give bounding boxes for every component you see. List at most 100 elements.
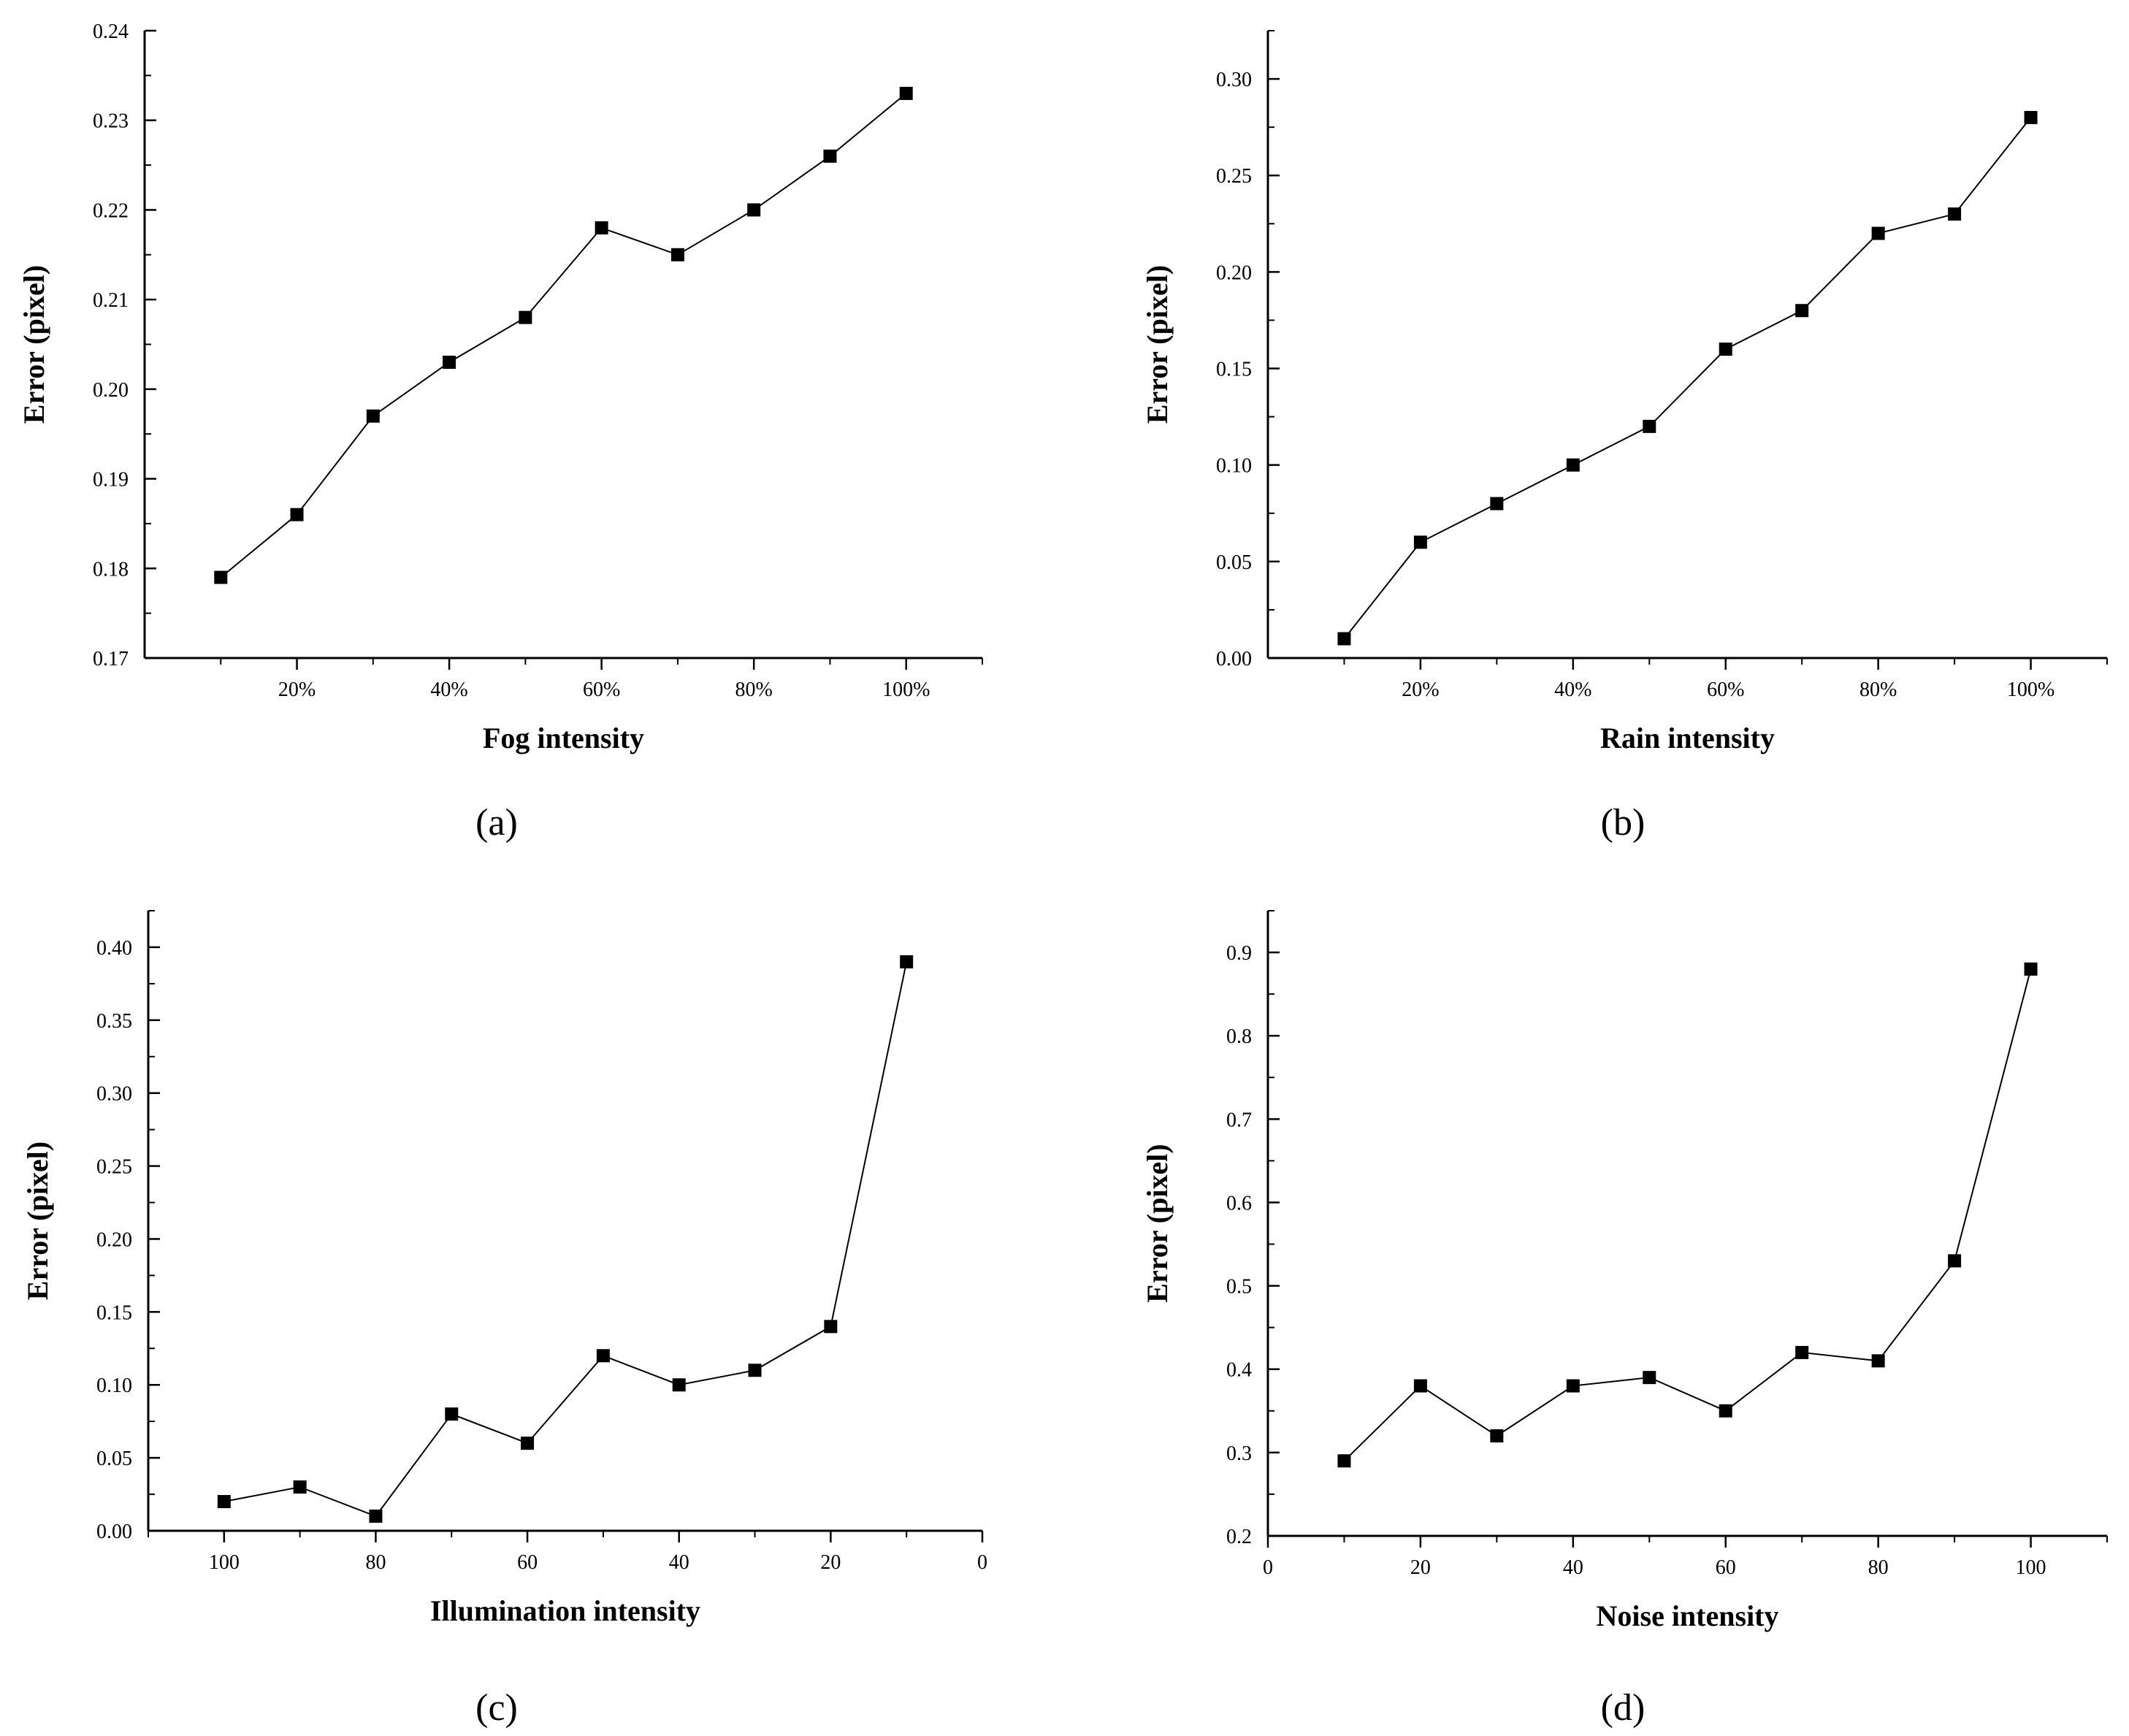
y-tick-label: 0.05: [96, 1448, 132, 1470]
data-point: [1490, 1429, 1504, 1443]
data-point: [1643, 1371, 1656, 1385]
y-tick-label: 0.23: [93, 110, 129, 133]
x-tick-label: 40%: [430, 678, 467, 701]
y-tick-label: 0.4: [1226, 1359, 1252, 1382]
data-point: [1871, 226, 1885, 240]
x-tick-label: 60: [517, 1551, 538, 1574]
data-point: [670, 248, 684, 261]
y-axis-title: Error (pixel): [21, 1142, 54, 1300]
data-point: [445, 1407, 459, 1421]
chart-panel-4: 0.2 0.3 0.4 0.5 0.6 0.7 0.8 0.9 0 20 40 60 80 100 Nois…: [1141, 910, 2108, 1729]
data-point: [824, 1320, 838, 1334]
y-tick-label: 0.15: [1216, 359, 1252, 381]
panel-caption: (d): [1601, 1687, 1646, 1729]
data-point: [519, 310, 532, 324]
x-tick-label: 20: [1410, 1556, 1431, 1579]
series-line: [223, 961, 908, 1518]
y-tick-label: 0.5: [1226, 1276, 1252, 1299]
y-tick-label: 0.18: [93, 558, 129, 581]
x-tick-label: 60%: [1707, 678, 1744, 701]
y-axis-title: Error (pixel): [18, 265, 50, 424]
y-tick-label: 0.21: [93, 289, 129, 312]
x-tick-label: 100%: [882, 678, 930, 701]
data-point: [595, 221, 608, 234]
data-point: [899, 86, 913, 100]
x-tick-label: 40: [669, 1551, 689, 1574]
data-point: [1948, 1254, 1962, 1268]
y-tick-label: 0.10: [96, 1374, 132, 1397]
x-tick-label: 80: [1868, 1556, 1889, 1579]
y-axis-title: Error (pixel): [1141, 1144, 1174, 1302]
data-point: [2024, 110, 2038, 124]
x-axis-title: Noise intensity: [1597, 1599, 1779, 1632]
x-tick-label: 60: [1716, 1556, 1736, 1579]
data-point: [1490, 497, 1504, 511]
x-tick-label: 20: [820, 1551, 841, 1574]
y-tick-label: 0.35: [96, 1010, 132, 1033]
data-point: [443, 356, 456, 370]
x-tick-label: 20%: [1402, 678, 1439, 701]
data-point: [1337, 1454, 1351, 1468]
y-tick-label: 0.00: [1216, 648, 1252, 670]
y-tick-label: 0.25: [1216, 165, 1252, 188]
y-tick-label: 0.20: [1216, 261, 1252, 284]
panel-caption: (b): [1601, 802, 1646, 844]
x-tick-label: 60%: [583, 678, 620, 701]
series-line: [1343, 117, 2032, 640]
data-point: [1413, 535, 1427, 549]
data-point: [1871, 1354, 1885, 1368]
y-tick-label: 0.8: [1226, 1025, 1252, 1048]
x-axis-title: Fog intensity: [483, 722, 644, 754]
data-point: [1643, 419, 1656, 433]
y-tick-label: 0.15: [96, 1301, 132, 1324]
y-tick-label: 0.2: [1226, 1526, 1252, 1548]
x-tick-label: 100: [209, 1551, 240, 1574]
y-tick-label: 0.6: [1226, 1192, 1252, 1215]
data-point: [369, 1510, 383, 1523]
y-tick-label: 0.17: [93, 648, 129, 670]
data-point: [1795, 1345, 1809, 1359]
data-point: [747, 203, 761, 217]
x-tick-label: 40%: [1554, 678, 1591, 701]
y-tick-label: 0.7: [1226, 1109, 1252, 1131]
y-tick-label: 0.30: [96, 1083, 132, 1106]
data-point: [1719, 343, 1732, 356]
chart-panel-1: 0.17 0.18 0.19 0.20 0.21 0.22 0.23 0.24 20% 40% 60…: [18, 20, 983, 844]
x-tick-label: 40: [1563, 1556, 1583, 1579]
y-tick-label: 0.40: [96, 937, 132, 960]
data-point: [293, 1480, 307, 1494]
data-point: [214, 570, 228, 584]
data-point: [596, 1349, 610, 1363]
y-tick-label: 0.22: [93, 199, 129, 222]
y-tick-label: 0.00: [96, 1521, 132, 1543]
x-axis-title: Rain intensity: [1600, 722, 1775, 754]
y-tick-label: 0.05: [1216, 551, 1252, 574]
y-tick-label: 0.24: [93, 20, 129, 43]
y-tick-label: 0.3: [1226, 1442, 1252, 1465]
series-line: [1343, 968, 2032, 1462]
data-point: [748, 1364, 762, 1377]
data-point: [1337, 632, 1351, 646]
y-axis-title: Error (pixel): [1141, 265, 1174, 424]
x-tick-label: 20%: [278, 678, 316, 701]
data-point: [2024, 962, 2038, 976]
data-point: [1566, 1379, 1580, 1393]
data-point: [1413, 1379, 1427, 1393]
y-tick-label: 0.25: [96, 1156, 132, 1179]
x-axis-title: Illumination intensity: [430, 1594, 700, 1627]
data-point: [290, 508, 304, 521]
data-point: [217, 1495, 231, 1509]
x-tick-label: 80: [365, 1551, 386, 1574]
chart-panel-3: 0.00 0.05 0.10 0.15 0.20 0.25 0.30 0.35 0.40 100 8…: [21, 910, 987, 1729]
panel-caption: (c): [475, 1687, 518, 1729]
y-tick-label: 0.10: [1216, 455, 1252, 478]
data-point: [366, 409, 380, 423]
x-tick-label: 80%: [1859, 678, 1897, 701]
series-line: [220, 93, 907, 578]
panel-caption: (a): [475, 802, 518, 844]
y-tick-label: 0.20: [96, 1228, 132, 1251]
data-point: [1566, 458, 1580, 472]
x-tick-label: 0: [1263, 1556, 1273, 1579]
